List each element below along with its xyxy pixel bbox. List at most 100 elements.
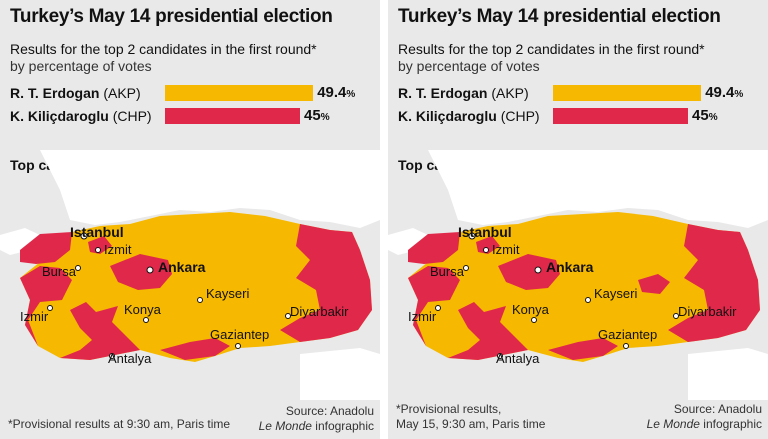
panel-subtitle: Results for the top 2 candidates in the … [398,41,705,75]
panel-subtitle: Results for the top 2 candidates in the … [10,41,317,75]
candidate-party: (CHP) [500,108,540,124]
aegean-region [408,266,528,360]
result-bar [165,85,314,101]
marmara-red-province [476,236,500,254]
subtitle-line-2: by percentage of votes [10,58,152,74]
pct-value: 49.4 [317,84,347,101]
pct-value: 49.4 [705,84,735,101]
candidate-party: (AKP) [491,85,529,101]
city-dot-istanbul [80,232,88,240]
candidate-party: (CHP) [112,108,152,124]
city-dot-antalya [109,353,115,359]
result-percentage: 49.4% [705,84,743,104]
city-label-diyarbakir: Diyarbakir [678,304,737,319]
result-percentage: 45% [692,107,718,127]
city-dot-izmir [435,305,441,311]
syria-land [300,348,380,400]
city-label-bursa: Bursa [430,264,464,279]
city-label-izmir: Izmir [408,309,437,324]
result-bar [165,108,300,124]
mediterranean-sea [388,350,768,400]
city-dot-izmit [95,247,101,253]
subtitle-line-2: by percentage of votes [398,58,540,74]
city-dot-antalya [497,353,503,359]
city-label-antalya: Antalya [496,351,540,366]
panel-left: Turkey’s May 14 presidential election Re… [0,0,380,439]
city-label-gaziantep: Gaziantep [598,327,658,342]
panel-right: Turkey’s May 14 presidential election Re… [388,0,768,439]
source-credit: Source: Anadolu Le Monde infographic [259,404,374,434]
mediterranean-sea [0,350,380,400]
province-map [0,150,380,400]
city-label-konya: Konya [124,302,161,317]
eastern-region [280,224,372,342]
thrace-region [20,232,72,264]
central-east-red-province [638,274,670,294]
city-label-ankara: Ankara [546,259,594,275]
city-label-konya: Konya [512,302,549,317]
subtitle-line-1: Results for the top 2 candidates in the … [398,41,705,57]
city-label-bursa: Bursa [42,264,76,279]
pct-sign: % [734,89,744,100]
black-sea-coast-land [428,150,768,228]
candidate-row-kilicdaroglu: K. Kiliçdaroglu (CHP) 45% [398,107,764,125]
city-label-izmit: Izmit [492,242,520,257]
city-dot-konya [531,317,537,323]
city-label-gaziantep: Gaziantep [210,327,270,342]
candidate-label: R. T. Erdogan (AKP) [10,84,170,102]
city-label-kayseri: Kayseri [594,286,638,301]
city-dot-bursa [463,265,469,271]
city-dot-istanbul [468,232,476,240]
candidate-label: K. Kiliçdaroglu (CHP) [10,107,170,125]
city-dot-gaziantep [235,343,241,349]
city-dot-ankara [146,266,154,274]
city-label-istanbul: Istanbul [458,224,512,240]
credit-word: infographic [699,417,762,431]
ankara-region [110,254,172,290]
southern-coast-region [548,338,618,360]
source-line: Source: Anadolu [673,402,762,416]
credit-line: Le Monde infographic [647,417,762,432]
brand-name: Le Monde [258,419,312,433]
brand-name: Le Monde [646,417,700,431]
marmara-red-province [88,236,112,254]
city-dot-konya [143,317,149,323]
pct-sign: % [708,112,718,123]
city-dot-izmir [47,305,53,311]
city-dot-kayseri [585,297,591,303]
city-dot-kayseri [197,297,203,303]
result-bar [553,85,702,101]
eastern-region [668,224,760,342]
result-bar [553,108,688,124]
candidate-label: R. T. Erdogan (AKP) [398,84,558,102]
candidate-party: (AKP) [103,85,141,101]
footnote-line-2: May 15, 9:30 am, Paris time [396,417,546,431]
city-label-istanbul: Istanbul [70,224,124,240]
city-label-diyarbakir: Diyarbakir [290,304,349,319]
city-label-izmit: Izmit [104,242,132,257]
province-map [388,150,768,400]
city-dot-diyarbakir [285,313,291,319]
pct-value: 45 [692,107,709,124]
subtitle-line-1: Results for the top 2 candidates in the … [10,41,317,57]
city-label-izmir: Izmir [20,309,49,324]
candidate-label: K. Kiliçdaroglu (CHP) [398,107,558,125]
pct-sign: % [320,112,330,123]
candidate-row-erdogan: R. T. Erdogan (AKP) 49.4% [398,84,764,102]
credit-line: Le Monde infographic [259,419,374,434]
candidate-name: K. Kiliçdaroglu [398,108,497,124]
result-percentage: 45% [304,107,330,127]
city-dot-ankara [534,266,542,274]
pct-sign: % [346,89,356,100]
black-sea-coast-land [40,150,380,228]
city-label-antalya: Antalya [108,351,152,366]
panel-title: Turkey’s May 14 presidential election [398,6,721,27]
candidate-name: R. T. Erdogan [398,85,488,101]
footnote-line-1: *Provisional results, [396,402,502,416]
footnote: *Provisional results at 9:30 am, Paris t… [8,417,231,431]
ankara-region [498,254,560,290]
syria-land [688,348,768,400]
source-credit: Source: Anadolu Le Monde infographic [647,402,762,432]
candidate-row-erdogan: R. T. Erdogan (AKP) 49.4% [10,84,376,102]
